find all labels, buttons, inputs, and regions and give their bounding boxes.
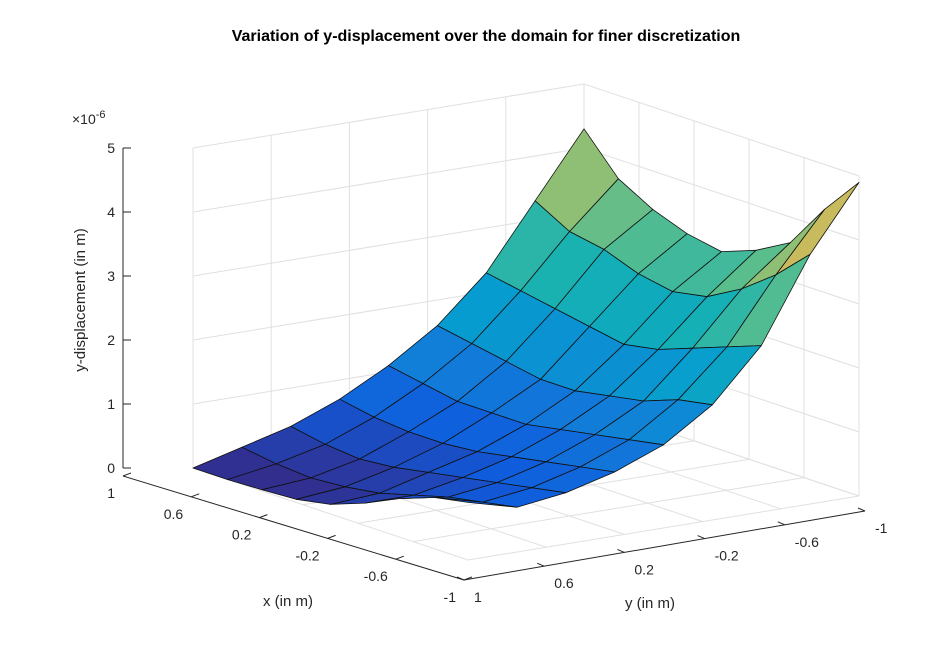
y-tick-mark <box>537 562 545 567</box>
x-tick-mark <box>327 534 336 539</box>
axes-lines <box>122 148 866 581</box>
z-exponent-power: -6 <box>96 109 106 121</box>
y-tick-label: -0.6 <box>795 534 819 550</box>
x-axis-line <box>122 475 465 581</box>
z-tick-label: 5 <box>107 140 115 156</box>
y-tick-label: -0.2 <box>715 548 739 564</box>
y-axis-label: y (in m) <box>625 595 675 612</box>
x-axis-label: x (in m) <box>263 593 313 610</box>
z-tick-label: 2 <box>107 332 115 348</box>
surface-patch <box>192 446 277 480</box>
y-tick-label: 0.6 <box>554 575 574 591</box>
x-tick-label: 1 <box>107 485 115 501</box>
y-tick-mark <box>697 535 705 540</box>
x-tick-mark <box>395 555 404 560</box>
x-tick-mark <box>463 576 473 581</box>
y-tick-mark <box>617 548 625 553</box>
z-tick-label: 0 <box>107 460 115 476</box>
x-tick-label: -0.6 <box>364 568 388 584</box>
y-tick-mark <box>777 521 785 526</box>
x-tick-mark <box>259 514 268 519</box>
x-tick-label: -0.2 <box>295 547 319 563</box>
z-axis-ticks: 0 1 2 3 4 5 <box>107 140 131 476</box>
y-axis-ticks: 1 0.6 0.2 -0.2 -0.6 -1 <box>456 507 888 605</box>
y-tick-label: -1 <box>875 520 888 536</box>
z-exponent-label: ×10-6 <box>72 109 106 127</box>
floor-grid-line <box>412 477 805 543</box>
chart-title: Variation of y-displacement over the dom… <box>232 28 741 45</box>
floor-grid-line <box>467 495 860 561</box>
wall-grid-line <box>192 83 860 177</box>
y-tick-label: 1 <box>474 589 482 605</box>
surface-mesh <box>192 128 860 508</box>
x-axis-ticks: 1 0.6 0.2 -0.2 -0.6 -1 <box>107 472 473 605</box>
x-tick-label: -1 <box>444 589 457 605</box>
surface-patch <box>775 181 860 276</box>
y-tick-mark <box>456 576 465 581</box>
z-exponent-base: ×10 <box>72 111 96 127</box>
x-tick-mark <box>191 493 200 498</box>
x-tick-mark <box>122 472 132 477</box>
z-tick-label: 3 <box>107 268 115 284</box>
y-axis-line <box>463 510 866 581</box>
z-tick-label: 1 <box>107 396 115 412</box>
x-tick-label: 0.6 <box>164 506 184 522</box>
z-axis-label: y-displacement (in m) <box>72 228 89 371</box>
y-tick-mark <box>857 507 866 512</box>
z-tick-label: 4 <box>107 204 115 220</box>
floor-grid-line <box>192 467 469 561</box>
x-tick-label: 0.2 <box>232 527 252 543</box>
y-tick-label: 0.2 <box>634 561 654 577</box>
